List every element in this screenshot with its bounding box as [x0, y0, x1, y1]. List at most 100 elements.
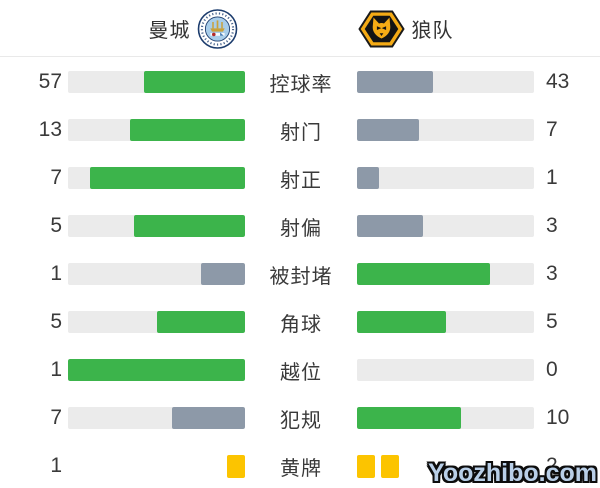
home-team: 曼城: [149, 0, 238, 57]
home-value: 57: [38, 70, 62, 93]
home-value: 1: [50, 358, 62, 381]
away-bar: [357, 359, 534, 381]
away-value: 5: [546, 310, 558, 333]
home-bar-fill: [144, 71, 245, 93]
home-bar-track: [68, 407, 245, 429]
away-bar-track: [357, 263, 534, 285]
away-bar: [357, 215, 534, 237]
home-bar-track: [68, 215, 245, 237]
stat-label: 黄牌: [280, 457, 322, 480]
away-bar-fill: [357, 263, 490, 285]
home-bar: [68, 407, 245, 429]
stat-label: 越位: [280, 361, 322, 384]
stat-row: 57 控球率 43: [0, 58, 600, 106]
stat-label: 射门: [280, 121, 322, 144]
away-value: 3: [546, 262, 558, 285]
away-bar: [357, 407, 534, 429]
home-value: 7: [50, 406, 62, 429]
home-bar-fill: [200, 263, 245, 285]
home-bar-track: [68, 71, 245, 93]
away-bar-fill: [357, 407, 462, 429]
away-bar-track: [357, 119, 534, 141]
away-value: 43: [546, 70, 570, 93]
watermark: Yoozhibo.com: [428, 459, 597, 487]
home-value: 13: [38, 118, 62, 141]
home-bar-fill: [172, 407, 245, 429]
away-value: 1: [546, 166, 558, 189]
away-bar: [357, 119, 534, 141]
stats-list: 57 控球率 43 13 射门 7 7 射正 1 5 射偏 3 1 被封堵 3 5 角球 5 1 越位 0 7 犯规 10 1 黄…: [0, 58, 600, 488]
yellow-card-icon: [357, 455, 375, 478]
home-value: 5: [50, 310, 62, 333]
stat-row: 1 黄牌 2: [0, 442, 600, 488]
home-bar: [68, 455, 245, 478]
home-value: 1: [50, 262, 62, 285]
away-bar: [357, 167, 534, 189]
away-value: 2: [546, 454, 558, 477]
stat-label: 被封堵: [269, 265, 333, 288]
away-bar-track: [357, 359, 534, 381]
away-value: 0: [546, 358, 558, 381]
home-bar-fill: [68, 359, 245, 381]
away-bar-fill: [357, 71, 434, 93]
stat-row: 5 射偏 3: [0, 202, 600, 250]
home-bar: [68, 263, 245, 285]
away-bar: [357, 263, 534, 285]
home-value: 5: [50, 214, 62, 237]
home-bar-fill: [90, 167, 245, 189]
home-bar-track: [68, 311, 245, 333]
home-bar-track: [68, 263, 245, 285]
home-bar: [68, 359, 245, 381]
away-bar-track: [357, 215, 534, 237]
away-bar-fill: [357, 167, 380, 189]
home-bar: [68, 119, 245, 141]
stat-row: 13 射门 7: [0, 106, 600, 154]
away-team-name: 狼队: [411, 20, 454, 42]
home-bar-fill: [156, 311, 245, 333]
home-value: 7: [50, 166, 62, 189]
home-team-name: 曼城: [148, 20, 191, 42]
away-bar-track: [357, 407, 534, 429]
yellow-card-icon: [227, 455, 245, 478]
stat-row: 5 角球 5: [0, 298, 600, 346]
home-bar-track: [68, 359, 245, 381]
home-bar-fill: [129, 119, 245, 141]
home-bar-track: [68, 167, 245, 189]
away-bar: [357, 71, 534, 93]
away-team: 狼队: [358, 0, 454, 57]
home-bar: [68, 71, 245, 93]
away-value: 10: [546, 406, 570, 429]
yellow-card-icon: [381, 455, 399, 478]
away-value: 3: [546, 214, 558, 237]
away-bar-track: [357, 167, 534, 189]
away-bar-fill: [357, 119, 419, 141]
away-bar: [357, 455, 534, 478]
stat-label: 犯规: [280, 409, 322, 432]
stat-row: 7 犯规 10: [0, 394, 600, 442]
away-bar-fill: [357, 311, 446, 333]
home-bar: [68, 215, 245, 237]
home-yellow-cards: [68, 455, 245, 478]
stat-row: 7 射正 1: [0, 154, 600, 202]
wolves-crest-icon: [358, 10, 405, 47]
home-bar-fill: [134, 215, 245, 237]
stat-row: 1 越位 0: [0, 346, 600, 394]
manchester-city-crest-icon: [197, 8, 238, 49]
stat-label: 角球: [280, 313, 322, 336]
away-bar-track: [357, 71, 534, 93]
away-yellow-cards: [357, 455, 534, 478]
stat-row: 1 被封堵 3: [0, 250, 600, 298]
home-value: 1: [50, 454, 62, 477]
away-value: 7: [546, 118, 558, 141]
away-bar: [357, 311, 534, 333]
away-bar-track: [357, 311, 534, 333]
away-bar-fill: [357, 215, 424, 237]
stat-label: 控球率: [269, 73, 333, 96]
match-header: 曼城 狼队: [0, 0, 600, 57]
stat-label: 射正: [280, 169, 322, 192]
home-bar: [68, 167, 245, 189]
home-bar: [68, 311, 245, 333]
stat-label: 射偏: [280, 217, 322, 240]
home-bar-track: [68, 119, 245, 141]
